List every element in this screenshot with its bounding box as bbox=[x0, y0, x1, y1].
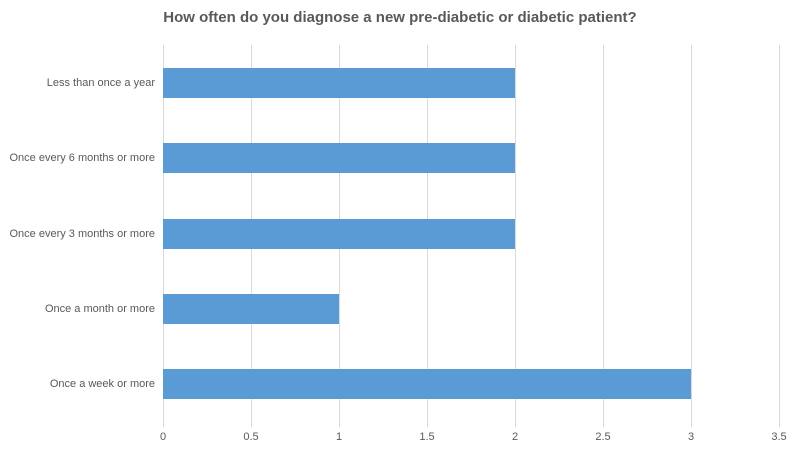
gridline bbox=[603, 45, 604, 422]
x-axis-tick-label: 1 bbox=[335, 431, 343, 443]
category-label: Less than once a year bbox=[46, 77, 155, 89]
x-axis-tick-label: 2 bbox=[511, 431, 519, 443]
axis-tick bbox=[603, 422, 604, 427]
category-label: Once every 6 months or more bbox=[9, 152, 155, 164]
bar bbox=[163, 369, 691, 399]
axis-tick bbox=[163, 422, 164, 427]
category-label: Once a week or more bbox=[49, 378, 155, 390]
x-axis-tick-label: 3 bbox=[687, 431, 695, 443]
x-axis-tick-label: 2.5 bbox=[595, 431, 611, 443]
bar bbox=[163, 219, 515, 249]
category-label: Once a month or more bbox=[44, 303, 155, 315]
axis-tick bbox=[515, 422, 516, 427]
axis-tick bbox=[339, 422, 340, 427]
gridline bbox=[691, 45, 692, 422]
x-axis-tick-label: 1.5 bbox=[419, 431, 435, 443]
x-axis-tick-label: 3.5 bbox=[771, 431, 787, 443]
axis-tick bbox=[691, 422, 692, 427]
gridline bbox=[779, 45, 780, 422]
bar bbox=[163, 143, 515, 173]
axis-tick bbox=[779, 422, 780, 427]
x-axis-tick-label: 0 bbox=[159, 431, 167, 443]
chart-title: How often do you diagnose a new pre-diab… bbox=[163, 9, 637, 26]
bar bbox=[163, 68, 515, 98]
category-label: Once every 3 months or more bbox=[9, 228, 155, 240]
axis-tick bbox=[427, 422, 428, 427]
gridline bbox=[515, 45, 516, 422]
x-axis-tick-label: 0.5 bbox=[243, 431, 259, 443]
axis-tick bbox=[251, 422, 252, 427]
bar bbox=[163, 294, 339, 324]
